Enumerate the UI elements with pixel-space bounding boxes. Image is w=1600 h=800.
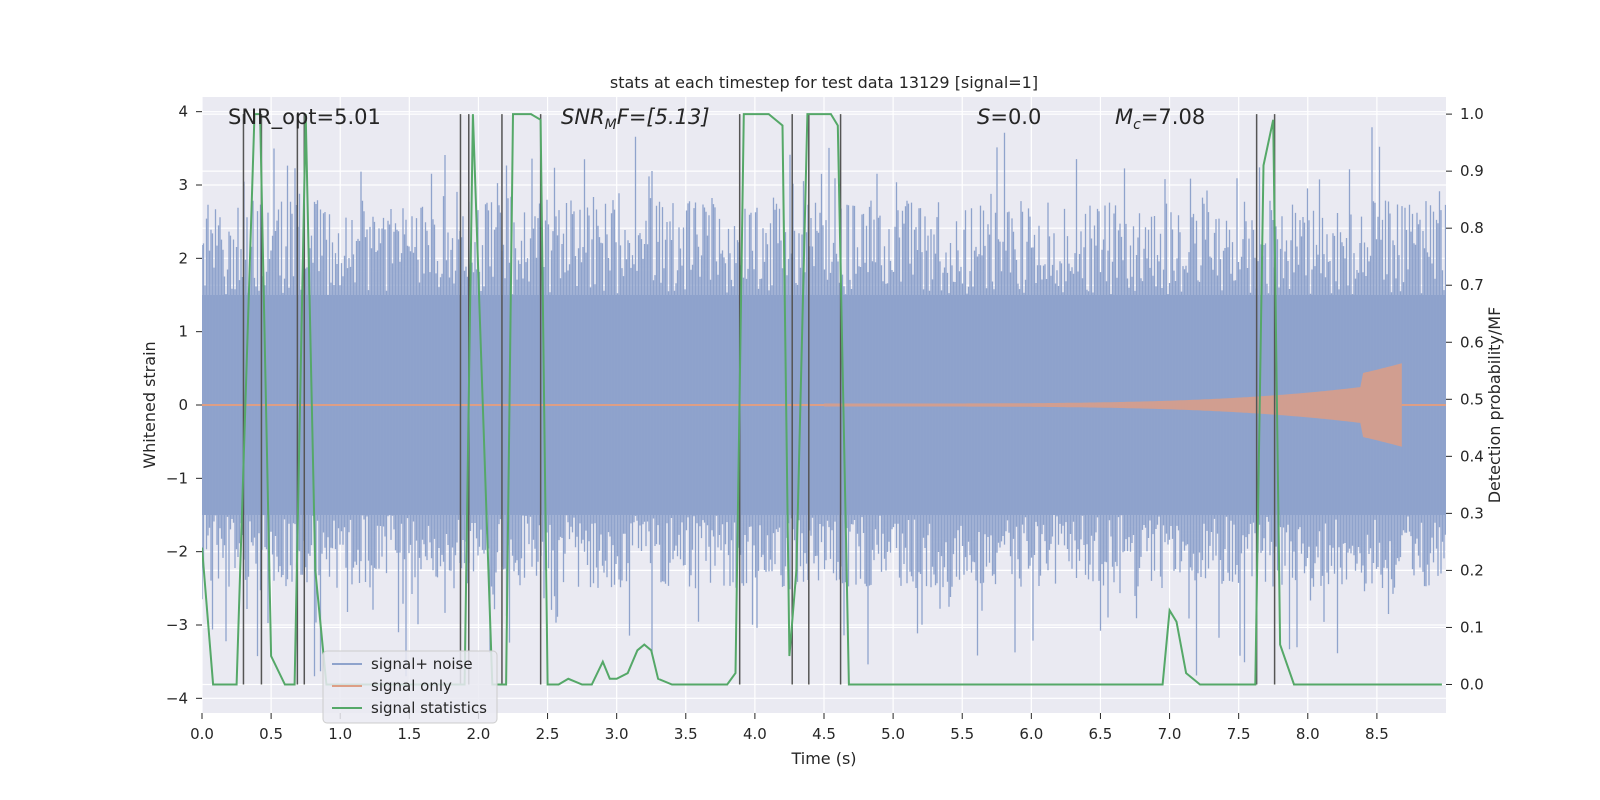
chart-title: stats at each timestep for test data 131… xyxy=(610,73,1038,92)
noise-trace xyxy=(202,127,1446,677)
right-y-tick-label: 1.0 xyxy=(1460,105,1484,123)
x-tick-label: 4.5 xyxy=(812,725,836,743)
y-axis-label-right: Detection probability/MF xyxy=(1485,307,1504,504)
legend: signal+ noise signal only signal statist… xyxy=(322,650,498,724)
right-y-tick-label: 0.0 xyxy=(1460,675,1484,693)
annotation-snr-mf: SNRMF=[5.13] xyxy=(561,105,710,133)
annotation-snr-opt: SNR_opt=5.01 xyxy=(228,105,381,130)
x-tick-label: 8.5 xyxy=(1365,725,1389,743)
x-tick-label: 5.0 xyxy=(881,725,905,743)
right-y-tick-label: 0.9 xyxy=(1460,162,1484,180)
right-y-tick-label: 0.1 xyxy=(1460,618,1484,636)
x-tick-label: 6.5 xyxy=(1089,725,1113,743)
left-y-tick-label: −1 xyxy=(166,469,188,487)
x-tick-label: 8.0 xyxy=(1296,725,1320,743)
right-y-tick-label: 0.6 xyxy=(1460,333,1484,351)
x-tick-label: 2.5 xyxy=(536,725,560,743)
left-y-tick-label: −2 xyxy=(166,543,188,561)
annotation-mc: Mc=7.08 xyxy=(1115,105,1205,133)
left-y-tick-label: −4 xyxy=(166,689,188,707)
right-y-tick-label: 0.3 xyxy=(1460,504,1484,522)
x-tick-label: 1.5 xyxy=(397,725,421,743)
x-tick-labels: 0.0 0.5 1.0 1.5 2.0 2.5 3.0 3.5 4.0 4.5 5.0 5.5 6.0 6… xyxy=(190,713,1389,743)
left-y-tick-label: −3 xyxy=(166,616,188,634)
left-y-tick-labels: 4 3 2 1 0 −1 −2 −3 −4 xyxy=(166,103,202,707)
x-tick-label: 0.5 xyxy=(259,725,283,743)
x-tick-label: 2.0 xyxy=(467,725,491,743)
left-y-tick-label: 3 xyxy=(178,176,188,194)
x-tick-label: 7.5 xyxy=(1227,725,1251,743)
right-y-tick-label: 0.2 xyxy=(1460,561,1484,579)
x-tick-label: 3.0 xyxy=(605,725,629,743)
y-axis-label-left: Whitened strain xyxy=(140,341,159,468)
right-y-tick-label: 0.7 xyxy=(1460,276,1484,294)
x-tick-label: 7.0 xyxy=(1158,725,1182,743)
right-y-tick-label: 0.8 xyxy=(1460,219,1484,237)
signal-statistics-line xyxy=(202,113,1442,686)
x-tick-label: 6.0 xyxy=(1019,725,1043,743)
x-tick-label: 4.0 xyxy=(743,725,767,743)
x-tick-label: 3.5 xyxy=(674,725,698,743)
x-tick-label: 1.0 xyxy=(328,725,352,743)
legend-label-noise: signal+ noise xyxy=(371,655,473,673)
legend-label-stats: signal statistics xyxy=(371,699,487,717)
left-y-tick-label: 4 xyxy=(178,103,188,121)
left-y-tick-label: 2 xyxy=(178,249,188,267)
signal-only-series xyxy=(202,363,1446,447)
left-y-tick-label: 0 xyxy=(178,396,188,414)
right-y-tick-labels: 1.0 0.9 0.8 0.7 0.6 0.5 0.4 0.3 0.2 0.1 0.0 xyxy=(1446,105,1484,693)
left-y-tick-label: 1 xyxy=(178,323,188,341)
legend-label-signal: signal only xyxy=(371,677,452,695)
right-y-tick-label: 0.4 xyxy=(1460,447,1484,465)
x-axis-label: Time (s) xyxy=(790,749,856,768)
x-tick-label: 0.0 xyxy=(190,725,214,743)
x-tick-label: 5.5 xyxy=(950,725,974,743)
legend-box xyxy=(322,650,498,724)
annotation-s: S=0.0 xyxy=(977,105,1041,129)
signal-only-chirp xyxy=(824,363,1402,447)
signal-statistics-series xyxy=(202,113,1442,686)
right-y-tick-label: 0.5 xyxy=(1460,390,1484,408)
